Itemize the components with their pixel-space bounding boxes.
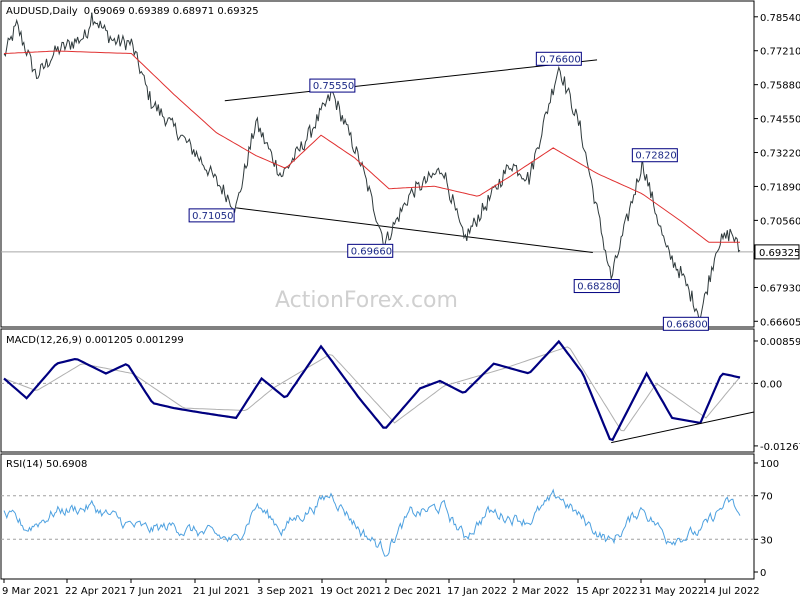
- rsi-label: RSI(14) 50.6908: [6, 459, 87, 470]
- swing-label: 0.75550: [313, 81, 354, 92]
- rsi-axis: 100 70 30 0: [754, 459, 779, 579]
- rsi-tick-label: 0: [760, 568, 766, 579]
- swing-label: 0.66800: [666, 319, 707, 330]
- macd-tick-label: 0.00: [760, 379, 782, 390]
- x-tick-label: 15 Apr 2022: [576, 586, 638, 597]
- swing-label: 0.69660: [351, 246, 392, 257]
- x-tick-label: 17 Jan 2022: [447, 586, 507, 597]
- price-trendline-2: [236, 207, 593, 254]
- macd-trendline: [611, 411, 755, 444]
- macd-tick-label: -0.01267: [760, 442, 800, 453]
- price-axis: 0.78540 0.77210 0.75880 0.74550 0.73220 0.718…: [754, 13, 800, 328]
- macd-signal-line: [3, 346, 741, 432]
- price-tick-label: 0.70560: [760, 216, 800, 227]
- symbol-label: AUDUSD,Daily: [6, 6, 78, 17]
- swing-label-box: [188, 208, 235, 223]
- swing-label: 0.76600: [539, 54, 580, 65]
- moving-average-line: [3, 50, 740, 243]
- price-series-line: [3, 12, 741, 320]
- x-tick-label: 3 Sep 2021: [257, 586, 314, 597]
- x-tick-label: 9 Mar 2021: [2, 586, 59, 597]
- price-pane: [0, 0, 755, 328]
- rsi-line: [3, 488, 741, 557]
- price-trendline-1: [224, 59, 598, 102]
- rsi-series: [3, 488, 741, 557]
- swing-label-box: [662, 316, 709, 331]
- macd-pane: [0, 328, 755, 453]
- rsi-pane: [0, 453, 755, 580]
- chart-header: AUDUSD,Daily 0.69069 0.69389 0.68971 0.69…: [6, 6, 259, 17]
- macd-label: MACD(12,26,9) 0.001205 0.001299: [6, 335, 184, 346]
- macd-line: [3, 339, 741, 442]
- swing-label-box: [309, 78, 356, 93]
- price-trendlines: [224, 59, 598, 254]
- x-tick-label: 2 Dec 2021: [384, 586, 442, 597]
- x-tick-label: 22 Apr 2021: [65, 586, 127, 597]
- x-tick-label: 21 Jul 2021: [193, 586, 250, 597]
- price-tick-label: 0.66605: [760, 317, 800, 328]
- swing-label-box: [535, 51, 582, 66]
- price-tick-label: 0.67930: [760, 283, 800, 294]
- x-tick-label: 19 Oct 2021: [320, 586, 382, 597]
- moving-average-series: [3, 50, 740, 243]
- current-price-label: 0.69325: [759, 248, 800, 259]
- current-price-box: [754, 244, 800, 260]
- ohlc-values: 0.69069 0.69389 0.68971 0.69325: [84, 6, 259, 17]
- macd-tick-label: 0.008596: [760, 337, 800, 348]
- swing-label-box: [347, 243, 394, 258]
- swing-label: 0.72820: [635, 151, 676, 162]
- x-axis: 9 Mar 2021 22 Apr 2021 7 Jun 2021 21 Jul 20…: [2, 579, 760, 597]
- rsi-tick-label: 100: [760, 459, 779, 470]
- swing-label: 0.71050: [192, 211, 233, 222]
- swing-label-box: [573, 279, 620, 294]
- price-tick-label: 0.71890: [760, 182, 800, 193]
- swing-label-box: [631, 148, 678, 163]
- x-tick-label: 7 Jun 2021: [129, 586, 183, 597]
- price-tick-label: 0.73220: [760, 149, 800, 160]
- macd-axis: 0.008596 0.00 -0.01267: [754, 337, 800, 453]
- rsi-tick-label: 70: [760, 492, 773, 503]
- price-tick-label: 0.75880: [760, 81, 800, 92]
- price-tick-label: 0.78540: [760, 13, 800, 24]
- price-tick-label: 0.74550: [760, 115, 800, 126]
- x-tick-label: 31 May 2022: [639, 586, 704, 597]
- x-tick-label: 14 Jul 2022: [703, 586, 760, 597]
- price-tick-label: 0.77210: [760, 47, 800, 58]
- rsi-tick-label: 30: [760, 535, 773, 546]
- price-series: [3, 12, 741, 320]
- swing-label: 0.68280: [577, 282, 618, 293]
- macd-series: [3, 339, 755, 444]
- x-tick-label: 2 Mar 2022: [512, 586, 569, 597]
- swing-labels: 0.75550 0.76600 0.72820 0.71050 0.69660 0.682…: [188, 51, 709, 331]
- watermark: ActionForex.com: [275, 288, 458, 313]
